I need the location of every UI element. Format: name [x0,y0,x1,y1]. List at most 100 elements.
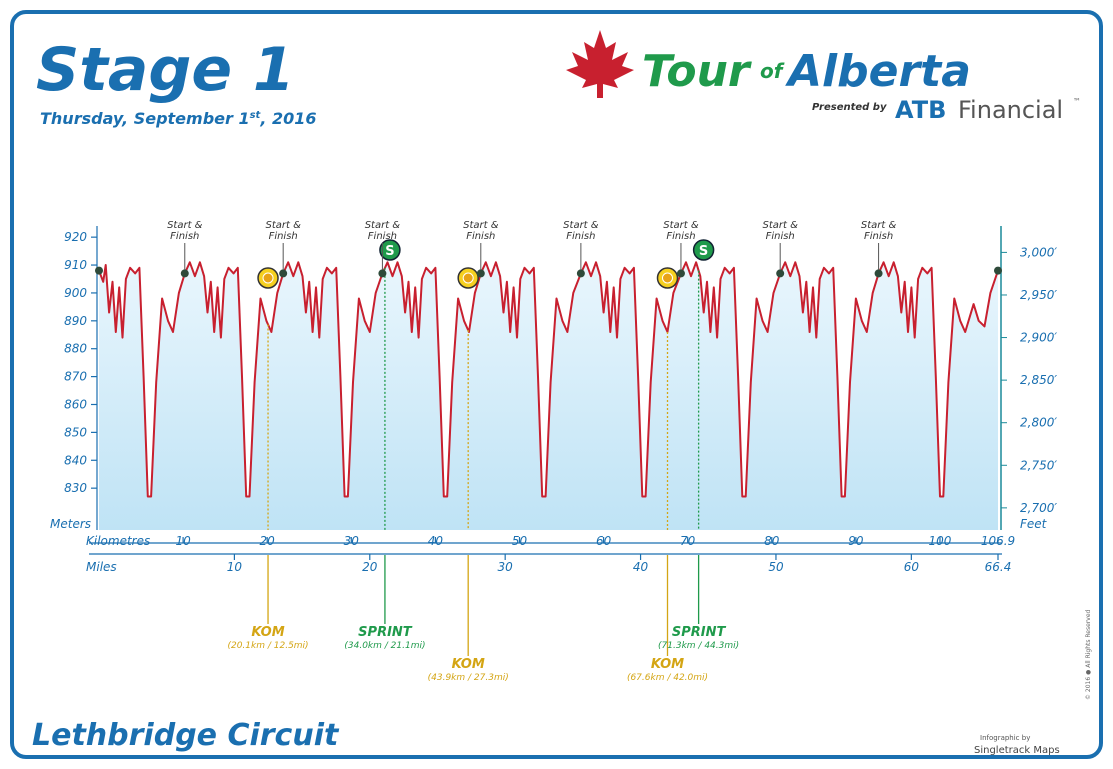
marker-detail: (20.1km / 12.5mi) [227,641,308,651]
logo-tour: Tour [642,46,752,97]
start-finish-label: Start & [265,220,301,231]
marker-detail: (67.6km / 42.0mi) [627,673,708,683]
sprint-icon-label: S [699,244,708,259]
start-finish-dot [576,269,585,278]
start-finish-label: Finish [466,231,495,242]
y-tick-label: 870 [64,370,87,384]
x2-axis-title: Miles [86,560,117,574]
marker-label: SPRINT [358,625,413,640]
start-finish-label: Finish [666,231,695,242]
x-tick-label: 20 [260,534,276,548]
start-finish-dot [378,269,387,278]
y-tick-label: 900 [64,286,87,300]
marker-label: KOM [251,625,284,640]
marker-label: KOM [452,657,485,672]
start-finish-label: Start & [365,220,401,231]
start-finish-label: Start & [563,220,599,231]
elevation-line [98,261,999,498]
x-tick-label: 106.9 [981,534,1015,548]
circuit-name: Lethbridge Circuit [32,718,340,753]
start-finish-label: Finish [170,231,199,242]
y2-tick-label: 2,900′ [1020,331,1057,345]
kom-icon-inner [661,272,673,284]
start-finish-label: Start & [167,220,203,231]
sprint-icon-label: S [385,244,394,259]
kom-icon-inner [462,272,474,284]
x-tick-label: 80 [764,534,780,548]
x2-tick-label: 10 [227,560,243,574]
trademark: ™ [1073,97,1081,106]
x2-tick-label: 40 [633,560,649,574]
x2-tick-label: 20 [362,560,378,574]
credit-name: Singletrack Maps [974,745,1060,756]
start-finish-dot [874,269,883,278]
x-tick-label: 30 [344,534,360,548]
start-finish-label: Start & [663,220,699,231]
y-tick-label: 830 [64,481,87,495]
x-tick-label: 10 [175,534,191,548]
y-tick-label: 910 [64,258,87,272]
sprint-icon [379,239,401,261]
maple-leaf [566,30,634,98]
endpoint-dot [95,266,103,275]
y-tick-label: 840 [64,453,87,467]
sponsor-atb: ATB [895,96,946,124]
start-finish-label: Finish [269,231,298,242]
y-tick-label: 920 [64,230,87,244]
start-finish-label: Start & [861,220,897,231]
start-finish-label: Finish [368,231,397,242]
x2-tick-label: 66.4 [985,560,1012,574]
endpoint-dot [994,266,1002,275]
x-tick-label: 50 [512,534,528,548]
x2-tick-label: 30 [498,560,514,574]
stage-date: Thursday, September 1st, 2016 [40,109,317,128]
y2-tick-label: 3,000′ [1020,245,1057,259]
x2-tick-label: 60 [904,560,920,574]
kom-icon-inner [262,272,274,284]
marker-label: SPRINT [672,625,727,640]
marker-label: KOM [651,657,684,672]
y2-axis-title: Feet [1020,517,1048,531]
marker-detail: (34.0km / 21.1mi) [344,641,425,651]
start-finish-dot [676,269,685,278]
x-tick-label: 40 [428,534,444,548]
start-finish-dot [476,269,485,278]
elevation-area [99,262,998,530]
start-finish-dot [180,269,189,278]
y-tick-label: 850 [64,425,87,439]
y2-tick-label: 2,950′ [1020,288,1057,302]
start-finish-dot [776,269,785,278]
start-finish-label: Start & [762,220,798,231]
logo-alberta: Alberta [785,46,971,97]
x2-tick-label: 50 [768,560,784,574]
x-tick-label: 70 [680,534,696,548]
stage-title: Stage 1 [36,35,295,105]
marker-detail: (71.3km / 44.3mi) [658,641,739,651]
y2-tick-label: 2,700′ [1020,501,1057,515]
frame [10,10,1103,759]
start-finish-label: Finish [864,231,893,242]
sprint-icon [692,239,715,261]
start-finish-label: Finish [566,231,595,242]
logo-of: of [760,59,785,83]
presented-by: Presented by [812,102,887,113]
x-tick-label: 90 [848,534,864,548]
marker-detail: (43.9km / 27.3mi) [428,673,509,683]
y-tick-label: 890 [64,314,87,328]
y-axis-title: Meters [50,517,91,531]
y-tick-label: 860 [64,397,87,411]
y2-tick-label: 2,850′ [1020,373,1057,387]
y2-tick-label: 2,750′ [1020,458,1057,472]
x-tick-label: 60 [596,534,612,548]
sponsor-financial: Financial [958,96,1063,124]
x-tick-label: 100 [929,534,952,548]
x-axis-title: Kilometres [86,534,150,548]
start-finish-label: Finish [766,231,795,242]
y-tick-label: 880 [64,342,87,356]
copyright: © 2016 ● All Rights Reserved [1085,609,1092,700]
start-finish-label: Start & [463,220,499,231]
start-finish-dot [279,269,288,278]
y2-tick-label: 2,800′ [1020,416,1057,430]
credit-label: Infographic by [980,734,1030,742]
